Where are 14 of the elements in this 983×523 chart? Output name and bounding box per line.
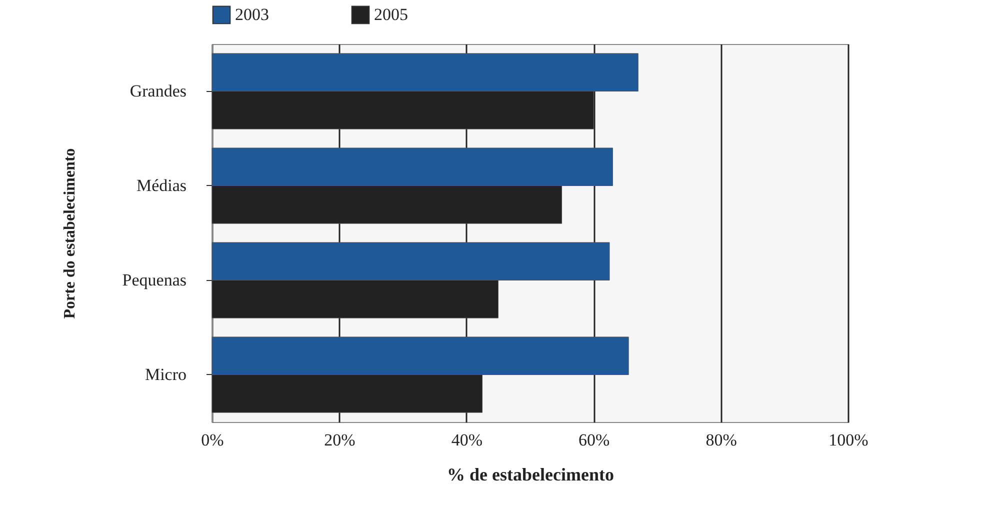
y-tick-label: Pequenas bbox=[122, 270, 186, 290]
x-tick-label: 100% bbox=[828, 430, 868, 450]
x-tick-label: 60% bbox=[578, 430, 610, 450]
x-axis-title: % de estabelecimento bbox=[447, 464, 614, 484]
y-tick-label: Micro bbox=[144, 364, 186, 384]
y-axis-title: Porte do estabelecimento bbox=[61, 148, 78, 319]
legend-label: 2005 bbox=[374, 4, 408, 24]
y-tick-label: Grandes bbox=[130, 81, 186, 100]
y-tick-label: Médias bbox=[136, 176, 186, 195]
x-tick-label: 80% bbox=[706, 430, 737, 450]
x-tick-label: 0% bbox=[201, 430, 224, 450]
x-tick-label: 20% bbox=[324, 430, 356, 450]
x-tick-label: 40% bbox=[451, 430, 482, 450]
legend-label: 2003 bbox=[235, 4, 269, 24]
